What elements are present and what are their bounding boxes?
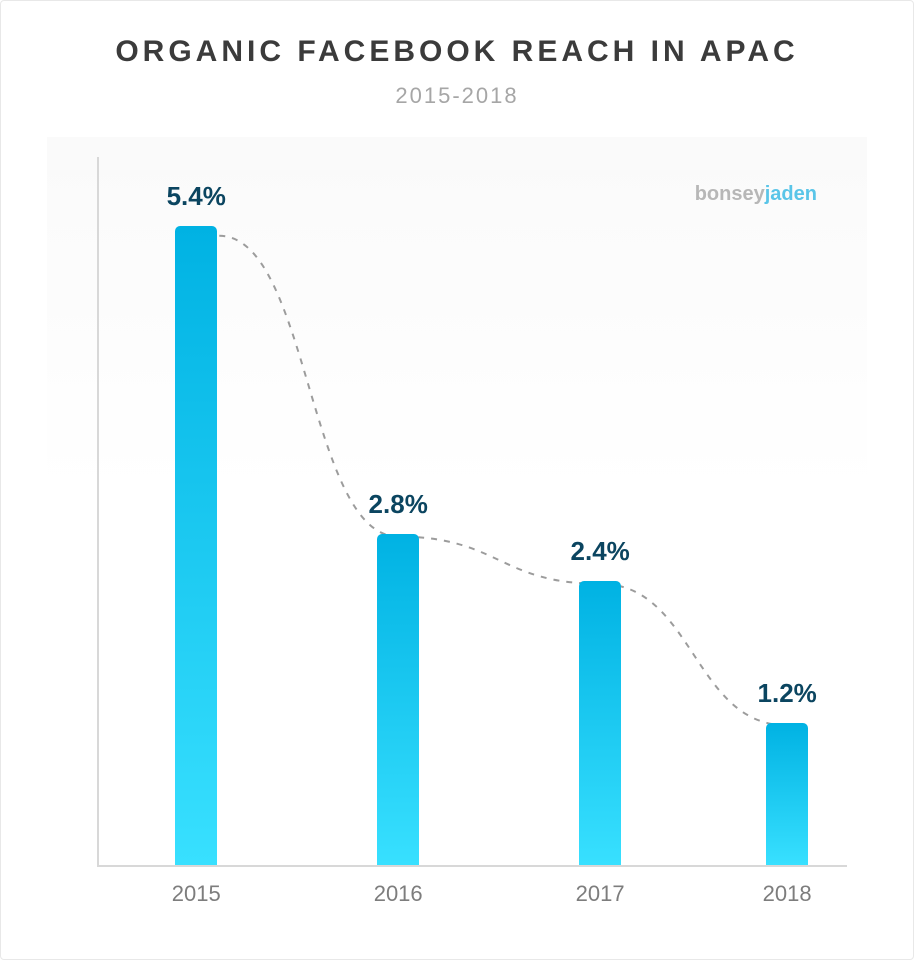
x-tick-2018: 2018 xyxy=(727,881,847,907)
bars-group: 5.4%20152.8%20162.4%20171.2%2018 xyxy=(99,157,847,865)
bar-value-label-2017: 2.4% xyxy=(530,536,670,567)
chart-area: bonseyjaden 5.4%20152.8%20162.4%20171.2%… xyxy=(47,137,867,927)
chart-title: ORGANIC FACEBOOK REACH IN APAC xyxy=(31,35,883,69)
x-tick-2016: 2016 xyxy=(338,881,458,907)
bar-2018 xyxy=(766,723,808,865)
x-tick-2017: 2017 xyxy=(540,881,660,907)
bar-2015 xyxy=(175,226,217,865)
x-tick-2015: 2015 xyxy=(136,881,256,907)
bar-value-label-2015: 5.4% xyxy=(126,181,266,212)
bar-2017 xyxy=(579,581,621,865)
bar-2016 xyxy=(377,534,419,865)
bar-value-label-2018: 1.2% xyxy=(717,678,857,709)
chart-subtitle: 2015-2018 xyxy=(31,83,883,109)
chart-container: ORGANIC FACEBOOK REACH IN APAC 2015-2018… xyxy=(0,0,914,960)
plot-region: bonseyjaden 5.4%20152.8%20162.4%20171.2%… xyxy=(97,157,847,867)
bar-value-label-2016: 2.8% xyxy=(328,489,468,520)
